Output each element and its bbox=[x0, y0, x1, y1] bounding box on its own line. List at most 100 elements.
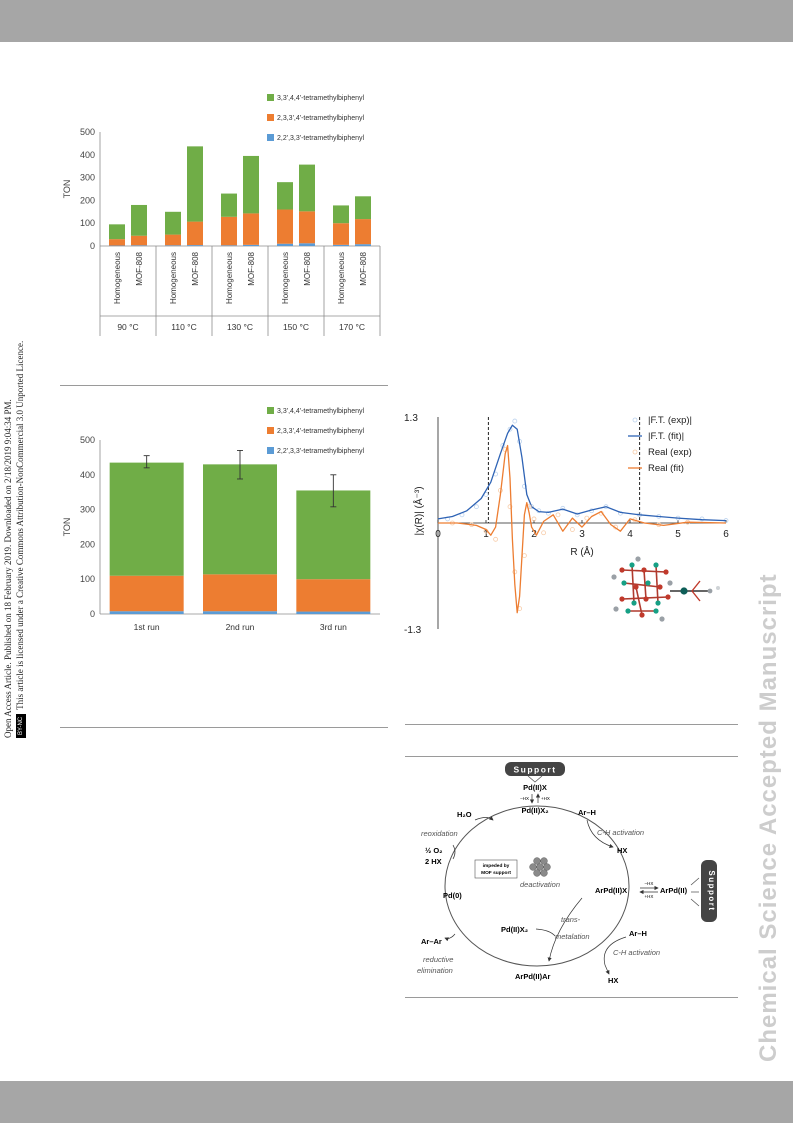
legend-label: 2,3,3',4'-tetramethylbiphenyl bbox=[277, 115, 365, 122]
legend-swatch bbox=[267, 114, 274, 121]
group-label: 130 °C bbox=[227, 322, 253, 332]
bar-segment bbox=[131, 245, 147, 246]
series-marker bbox=[531, 516, 537, 522]
group-label: 90 °C bbox=[117, 322, 138, 332]
bar-segment bbox=[333, 223, 349, 245]
bar-segment bbox=[296, 579, 371, 612]
series-marker bbox=[522, 483, 527, 489]
legend-marker bbox=[632, 449, 638, 455]
support-right-block: Support bbox=[701, 860, 717, 922]
legend-label: 2,3,3',4'-tetramethylbiphenyl bbox=[277, 428, 365, 435]
bar-segment bbox=[221, 193, 237, 217]
structure-atom bbox=[665, 594, 671, 600]
divider-right-upper bbox=[405, 724, 738, 725]
support-label-right: Support bbox=[707, 870, 716, 911]
cc-license-badge: BY-NC bbox=[15, 713, 26, 738]
bar-segment bbox=[243, 155, 259, 214]
series-marker bbox=[507, 504, 513, 510]
legend-label: 3,3',4,4'-tetramethylbiphenyl bbox=[277, 408, 365, 415]
label-reductive: reductive bbox=[423, 955, 453, 964]
series-marker bbox=[569, 527, 575, 532]
notice-line-2: This article is licensed under a Creativ… bbox=[15, 340, 25, 710]
structure-atom bbox=[667, 580, 673, 586]
structure-bond bbox=[635, 586, 643, 616]
structure-atom bbox=[653, 608, 659, 614]
x-tick-label: 6 bbox=[723, 529, 729, 540]
structure-atom bbox=[655, 600, 661, 606]
label-ar-h-top: Ar–H bbox=[578, 808, 596, 817]
pd-atom bbox=[680, 587, 688, 595]
legend-label: Real (fit) bbox=[648, 463, 684, 474]
y-axis-title: TON bbox=[62, 518, 72, 537]
bar-segment bbox=[165, 245, 181, 246]
x-tick-label: 4 bbox=[627, 529, 633, 540]
bar-segment bbox=[187, 146, 203, 222]
structure-bond bbox=[691, 580, 701, 592]
support-label-top: Support bbox=[513, 765, 556, 775]
label-h2o: H₂O bbox=[457, 810, 472, 819]
label-reoxidation: reoxidation bbox=[421, 829, 458, 838]
label-hx-right-top: –HX bbox=[645, 881, 654, 886]
group-label: 170 °C bbox=[339, 322, 365, 332]
structure-atom bbox=[657, 584, 663, 590]
bar-segment bbox=[203, 574, 277, 612]
structure-atom bbox=[621, 580, 627, 586]
open-access-notice: Open Access Article. Published on 18 Feb… bbox=[2, 208, 34, 738]
bar-segment bbox=[277, 209, 293, 244]
catalytic-cycle-diagram: Support Pd(II)X –HX +HX Pd(II)X₂ H₂O reo… bbox=[417, 762, 717, 985]
structure-bond bbox=[655, 564, 659, 604]
bar-segment bbox=[221, 216, 237, 246]
bar-segment bbox=[109, 462, 184, 576]
label-hx-right-bottom: +HX bbox=[645, 894, 654, 899]
series-marker bbox=[555, 512, 561, 518]
y-tick-label: 400 bbox=[80, 470, 95, 480]
bar-segment bbox=[131, 235, 147, 246]
structure-atom bbox=[611, 574, 617, 580]
legend-swatch bbox=[267, 94, 274, 101]
mof-structure-inset bbox=[611, 556, 720, 622]
label-arpd-ii-ar: ArPd(II)Ar bbox=[515, 972, 550, 981]
y-axis-title: TON bbox=[62, 180, 72, 199]
structure-atom bbox=[645, 580, 651, 586]
x-category-label: MOF-808 bbox=[135, 251, 144, 285]
divider-left-lower bbox=[60, 727, 388, 728]
structure-atom bbox=[633, 584, 639, 590]
label-2hx: 2 HX bbox=[425, 857, 442, 866]
label-ch-activation-top: C-H activation bbox=[597, 828, 644, 837]
cycle-ring bbox=[444, 805, 630, 967]
series-marker bbox=[512, 418, 518, 424]
bar-segment bbox=[333, 205, 349, 224]
structure-atom bbox=[663, 569, 669, 575]
support-top-block: Support bbox=[505, 762, 565, 783]
structure-atom bbox=[716, 586, 720, 590]
pd-cluster-icon bbox=[529, 857, 551, 877]
legend-label: 2,2',3,3'-tetramethylbiphenyl bbox=[277, 135, 365, 142]
y-tick-label: 200 bbox=[80, 539, 95, 549]
series-marker bbox=[574, 512, 580, 518]
structure-bond bbox=[691, 590, 701, 602]
structure-atom bbox=[707, 588, 713, 594]
watermark-text: Chemical Science Accepted Manuscript bbox=[755, 573, 782, 1062]
group-label: 150 °C bbox=[283, 322, 309, 332]
bar-segment bbox=[333, 244, 349, 246]
divider-right-lower bbox=[405, 997, 738, 998]
series-marker bbox=[529, 504, 535, 510]
bar-segment bbox=[355, 244, 371, 246]
label-plus-hx: +HX bbox=[541, 796, 550, 801]
bar-segment bbox=[243, 244, 259, 246]
bar-segment bbox=[355, 219, 371, 245]
x-category-label: Homogeneous bbox=[113, 252, 122, 304]
label-half-o2: ½ O₂ bbox=[425, 846, 443, 855]
label-pd0: Pd(0) bbox=[443, 891, 462, 900]
x-category-label: 1st run bbox=[134, 622, 160, 632]
bar-segment bbox=[299, 164, 315, 212]
structure-atom bbox=[653, 562, 659, 568]
ton-temperature-chart: 0 100 200 300 400 500 TON Homogeneous MOF-808 Hom… bbox=[62, 94, 381, 336]
bar-segment bbox=[277, 182, 293, 210]
label-arpd-ii: ArPd(II) bbox=[660, 886, 688, 895]
legend-swatch bbox=[267, 427, 274, 434]
bar-segment bbox=[165, 234, 181, 246]
structure-atom bbox=[629, 562, 635, 568]
legend-label: 3,3',4,4'-tetramethylbiphenyl bbox=[277, 95, 365, 102]
y-tick-label: 300 bbox=[80, 505, 95, 515]
